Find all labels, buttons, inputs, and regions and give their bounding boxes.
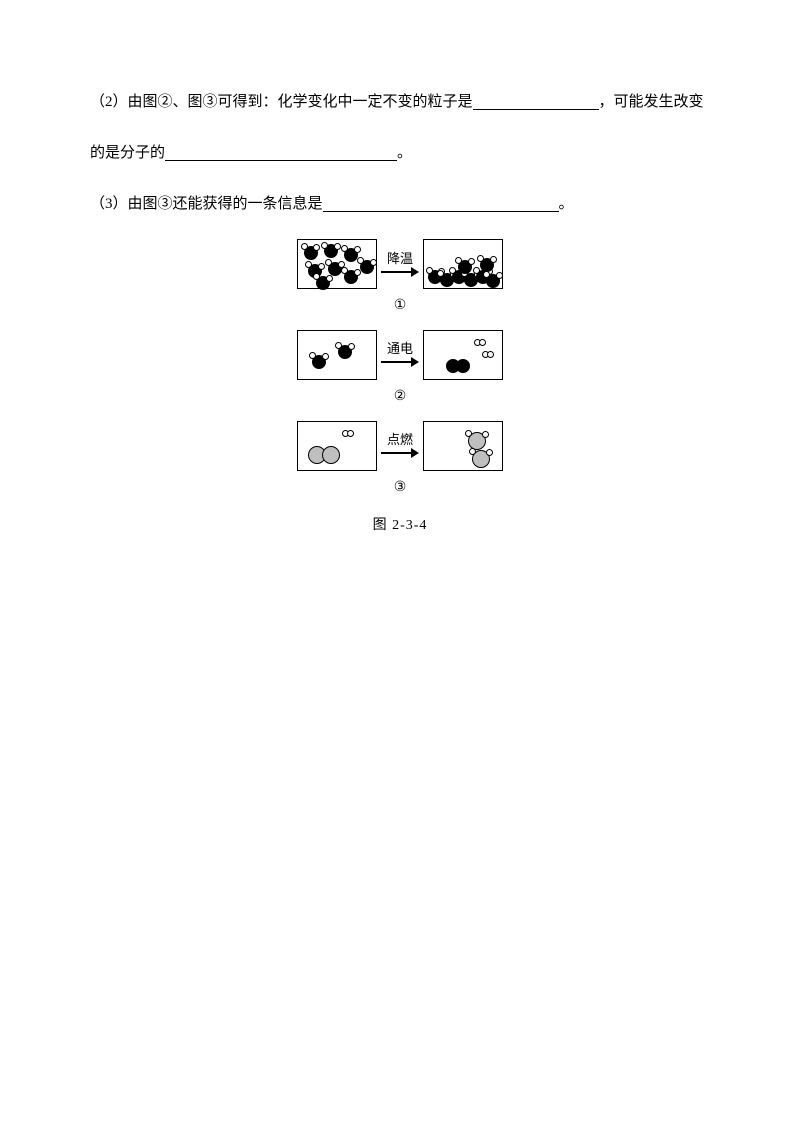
row1-box-right: [423, 239, 503, 289]
row1-number: ①: [90, 291, 710, 322]
figure-caption: 图 2-3-4: [90, 511, 710, 542]
q3-prefix: （3）由图③还能获得的一条信息是: [90, 196, 323, 212]
row2-box-right: [423, 330, 503, 380]
row1-arrow-label: 降温: [387, 252, 413, 265]
row3-box-right: [423, 421, 503, 471]
row2-arrow-label: 通电: [387, 342, 413, 355]
row2-number: ②: [90, 382, 710, 413]
q3-period: 。: [559, 196, 574, 212]
q2-blank-2[interactable]: [165, 144, 397, 162]
question-2-line2: 的是分子的 。: [90, 137, 710, 170]
row2-box-left: [297, 330, 377, 380]
question-2-line1: （2）由图②、图③可得到：化学变化中一定不变的粒子是 ，可能发生改变: [90, 86, 710, 119]
figure-row-1: 降温: [90, 239, 710, 289]
q2-line2-prefix: 的是分子的: [90, 145, 165, 161]
q2-period: 。: [397, 145, 412, 161]
row2-arrow: 通电: [381, 342, 419, 367]
row3-box-left: [297, 421, 377, 471]
q3-blank[interactable]: [323, 195, 559, 213]
figure-row-2: 通电: [90, 330, 710, 380]
row3-arrow: 点燃: [381, 433, 419, 458]
q2-prefix: （2）由图②、图③可得到：化学变化中一定不变的粒子是: [90, 94, 473, 110]
figure-row-3: 点燃: [90, 421, 710, 471]
question-3: （3）由图③还能获得的一条信息是 。: [90, 188, 710, 221]
row1-box-left: [297, 239, 377, 289]
page: （2）由图②、图③可得到：化学变化中一定不变的粒子是，可能发生改变 的是分子的。…: [0, 0, 800, 542]
q2-blank-1[interactable]: [473, 93, 599, 111]
row3-number: ③: [90, 473, 710, 504]
row3-arrow-label: 点燃: [387, 433, 413, 446]
q2-mid: ，可能发生改变: [599, 94, 704, 110]
figure: 降温: [90, 239, 710, 542]
row1-arrow: 降温: [381, 252, 419, 277]
